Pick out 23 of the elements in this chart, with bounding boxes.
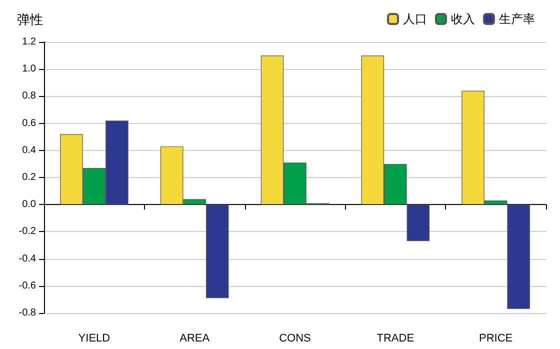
- y-tick-label: 0.4: [22, 144, 36, 156]
- x-tick-label: TRADE: [376, 332, 414, 344]
- y-tick-label: 0.8: [22, 90, 36, 102]
- x-tick-label: PRICE: [478, 332, 513, 344]
- y-tick-label: -0.4: [18, 253, 36, 264]
- y-tick-label: -0.2: [18, 226, 36, 238]
- y-tick-label: 1.2: [22, 36, 36, 48]
- legend-label: 人口: [403, 12, 427, 26]
- chart-title: 弹性: [17, 12, 43, 27]
- y-tick-label: 0.0: [22, 199, 36, 210]
- bar: [206, 204, 229, 298]
- x-tick-label: AREA: [180, 332, 210, 344]
- legend-label: 生产率: [499, 12, 535, 26]
- y-tick-label: 0.2: [22, 172, 36, 183]
- x-tick-label: CONS: [279, 332, 311, 344]
- x-tick-label: YIELD: [78, 332, 110, 344]
- bar: [406, 204, 430, 242]
- y-tick-label: 1.0: [22, 64, 36, 75]
- legend-label: 收入: [451, 12, 475, 26]
- y-tick-label: -0.6: [18, 280, 36, 292]
- y-tick-label: -0.8: [18, 308, 36, 318]
- y-tick-label: 0.6: [22, 118, 36, 129]
- bar: [507, 204, 530, 309]
